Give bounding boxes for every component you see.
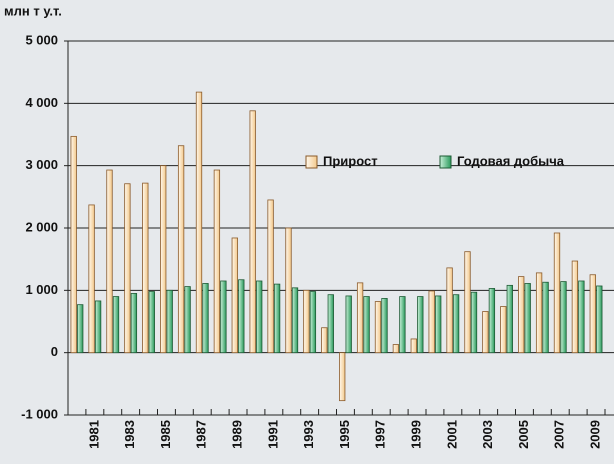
y-tick-label: 4 000 xyxy=(25,95,58,110)
bar xyxy=(578,280,585,354)
y-tick-label: 1 000 xyxy=(25,282,58,297)
bar xyxy=(381,298,388,354)
bar xyxy=(177,145,185,354)
bar xyxy=(148,291,155,354)
x-tick-label: 1991 xyxy=(265,420,280,449)
bar xyxy=(542,281,549,354)
y-tick-label: 3 000 xyxy=(25,157,58,172)
x-tick-label: 1999 xyxy=(408,420,423,449)
y-tick-label: 0 xyxy=(51,344,58,359)
x-tick-label: 1997 xyxy=(373,420,388,449)
bar xyxy=(249,110,256,354)
x-tick-label: 1993 xyxy=(301,420,316,449)
bar xyxy=(106,169,113,354)
bar xyxy=(524,283,531,354)
x-tick-label: 1995 xyxy=(337,420,352,449)
y-tick-label: 5 000 xyxy=(25,32,58,47)
bar xyxy=(195,91,203,354)
bar xyxy=(112,296,120,354)
bar xyxy=(596,285,603,354)
bar xyxy=(273,283,281,354)
x-tick-label: 1987 xyxy=(194,420,209,449)
bar xyxy=(506,284,513,354)
x-tick-label: 1989 xyxy=(229,420,244,449)
bar xyxy=(446,267,453,354)
bar xyxy=(374,301,382,354)
x-tick-label: 1985 xyxy=(158,420,173,449)
bar xyxy=(518,276,525,354)
legend-swatch xyxy=(439,155,452,169)
x-tick-label: 2007 xyxy=(552,420,567,449)
bar xyxy=(345,295,352,354)
y-tick-label: -1 000 xyxy=(21,406,58,421)
bar xyxy=(500,306,507,354)
bar xyxy=(399,296,406,354)
x-tick-label: 2005 xyxy=(516,420,531,449)
bar xyxy=(452,294,460,354)
x-tick-label: 1981 xyxy=(86,420,101,449)
bar xyxy=(238,279,245,354)
x-tick-label: 2001 xyxy=(444,420,459,449)
bar xyxy=(464,251,471,354)
bar xyxy=(142,182,149,354)
bar xyxy=(321,327,328,354)
bar xyxy=(166,289,173,354)
bar xyxy=(231,237,238,354)
bar xyxy=(160,165,167,354)
x-tick-label: 2003 xyxy=(480,420,495,449)
x-tick-label: 2009 xyxy=(587,420,602,449)
y-tick-label: 2 000 xyxy=(25,219,58,234)
bar xyxy=(88,204,95,354)
bar xyxy=(303,289,310,354)
bar xyxy=(571,260,579,354)
bar xyxy=(256,280,263,354)
bar xyxy=(553,232,561,354)
bar xyxy=(213,169,221,354)
legend-swatch xyxy=(305,155,318,169)
bar xyxy=(417,296,424,354)
bar xyxy=(184,286,191,354)
bar xyxy=(535,272,543,354)
bar xyxy=(130,293,138,354)
bar xyxy=(309,291,317,354)
bar xyxy=(70,135,77,354)
bar xyxy=(202,283,209,354)
bar xyxy=(435,295,442,354)
bar xyxy=(327,294,334,354)
bar xyxy=(339,352,346,402)
bar xyxy=(482,311,489,354)
legend-label: Прирост xyxy=(323,153,378,168)
bar xyxy=(291,287,299,354)
bar xyxy=(470,291,478,354)
legend-label: Годовая добыча xyxy=(457,153,565,168)
bar xyxy=(410,338,417,354)
bar xyxy=(267,199,274,354)
bar xyxy=(363,296,370,354)
bar xyxy=(220,280,227,354)
bar xyxy=(428,290,435,354)
bar xyxy=(94,300,102,354)
bar xyxy=(356,282,364,354)
x-tick-label: 1983 xyxy=(122,420,137,449)
y-axis-label: млн т у.т. xyxy=(4,3,62,18)
bar xyxy=(285,227,292,354)
bar xyxy=(488,288,496,354)
bar xyxy=(392,344,400,354)
bar xyxy=(124,183,131,354)
bar xyxy=(560,281,567,354)
bar xyxy=(589,274,596,354)
bar xyxy=(77,304,84,354)
